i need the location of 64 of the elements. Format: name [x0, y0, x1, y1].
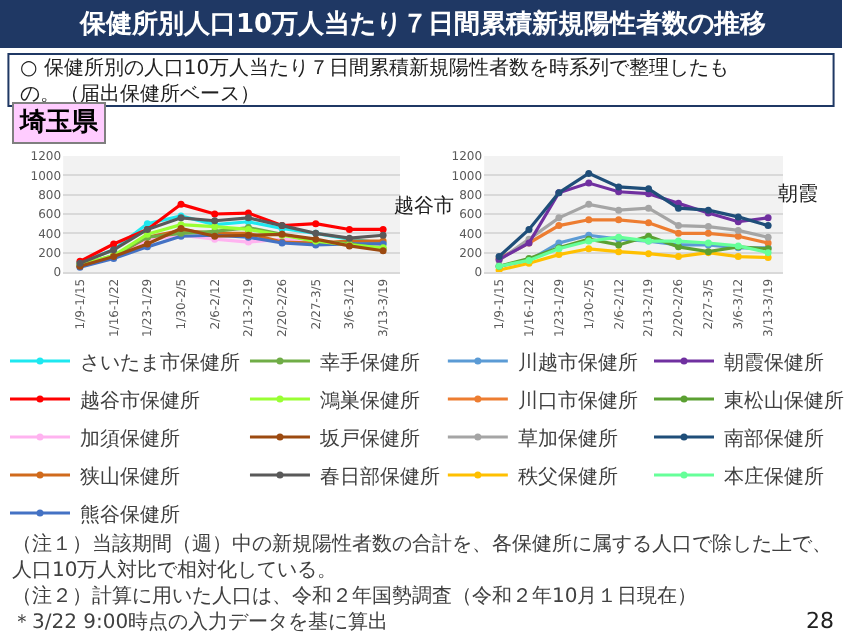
- text: 埼玉県: [18, 108, 100, 138]
- point: [734, 226, 742, 234]
- point: [674, 253, 682, 261]
- legend-label: 草加保健所: [517, 426, 618, 451]
- point: [585, 200, 593, 208]
- point: [585, 245, 593, 253]
- legend-label: 加須保健所: [80, 426, 180, 451]
- annotation: 朝霞: [778, 182, 818, 206]
- point: [704, 223, 712, 231]
- point: [734, 213, 742, 221]
- point: [555, 222, 563, 230]
- legend-label: 坂戸保健所: [317, 426, 420, 451]
- legend-label: 東松山保健所: [724, 388, 844, 413]
- point: [143, 220, 151, 228]
- legend-label: 春日部保健所: [319, 464, 440, 489]
- point: [704, 229, 712, 237]
- text: （注１）当該期間（週）中の新規陽性者数の合計を、各保健所に属する人口で除した上で、人口10万人対比で相対化している。: [12, 532, 832, 582]
- chart-title: 保健所別人口10万人当たり７日間累積新規陽性者数の推移: [78, 8, 767, 40]
- point: [645, 185, 653, 193]
- point: [312, 220, 320, 228]
- legend-label: 南部保健所: [724, 426, 824, 451]
- legend-label: 狭山保健所: [80, 464, 180, 489]
- point: [734, 253, 742, 261]
- legend-label: 秩父保健所: [517, 464, 618, 489]
- point: [674, 222, 682, 230]
- point: [555, 251, 563, 259]
- legend-label: 川越市保健所: [517, 350, 638, 375]
- point: [645, 204, 653, 212]
- point: [615, 216, 623, 224]
- point: [177, 200, 185, 208]
- point: [615, 248, 623, 256]
- point: [379, 225, 387, 233]
- point: [674, 229, 682, 237]
- point: [764, 214, 772, 222]
- legend-label: 越谷市保健所: [80, 388, 200, 413]
- point: [734, 232, 742, 240]
- text: （注２）計算に用いた人口は、令和２年国勢調査（令和２年10月１日現在）: [12, 584, 698, 608]
- point: [585, 179, 593, 187]
- point: [615, 241, 623, 249]
- legend-label: 本庄保健所: [724, 464, 824, 489]
- point: [211, 210, 219, 218]
- point: [615, 183, 623, 191]
- legend-label: 幸手保健所: [319, 350, 420, 375]
- point: [645, 250, 653, 258]
- text: ＊3/22 9:00時点の入力データを基に算出: [12, 610, 389, 634]
- point: [110, 240, 118, 248]
- point: [674, 204, 682, 212]
- point: [645, 219, 653, 227]
- legend-label: 朝霞保健所: [724, 350, 824, 375]
- legend-label: 熊谷保健所: [80, 502, 180, 527]
- legend-label: 川口市保健所: [517, 388, 638, 413]
- point: [379, 231, 387, 239]
- point: [764, 222, 772, 230]
- point: [764, 233, 772, 241]
- point: [615, 206, 623, 214]
- point: [555, 214, 563, 222]
- point: [525, 225, 533, 233]
- point: [585, 169, 593, 177]
- legend-label: 鴻巣保健所: [319, 388, 420, 413]
- point: [585, 216, 593, 224]
- annotation: 越谷市: [394, 194, 454, 218]
- text: 28: [806, 608, 834, 634]
- point: [345, 225, 353, 233]
- legend-label: さいたま市保健所: [80, 350, 240, 375]
